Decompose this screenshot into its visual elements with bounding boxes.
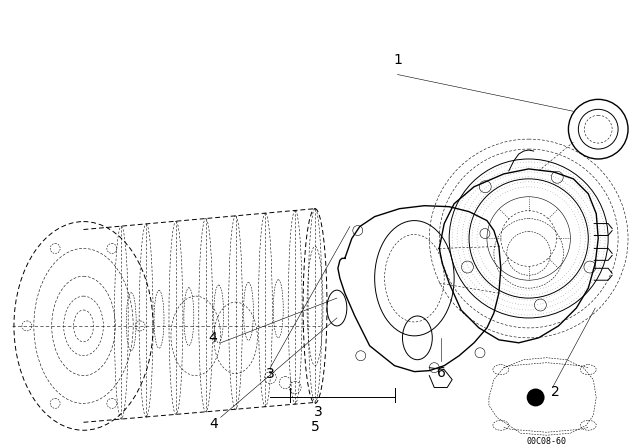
Text: 3: 3: [266, 366, 275, 381]
Text: 1: 1: [393, 52, 402, 67]
Text: 2: 2: [551, 385, 560, 400]
Text: 6: 6: [436, 366, 445, 379]
Circle shape: [527, 388, 545, 406]
Text: 4: 4: [208, 331, 217, 345]
Text: 5: 5: [310, 420, 319, 434]
Text: 3: 3: [314, 405, 323, 419]
Text: 4: 4: [209, 417, 218, 431]
Text: 00C08-60: 00C08-60: [527, 437, 566, 446]
